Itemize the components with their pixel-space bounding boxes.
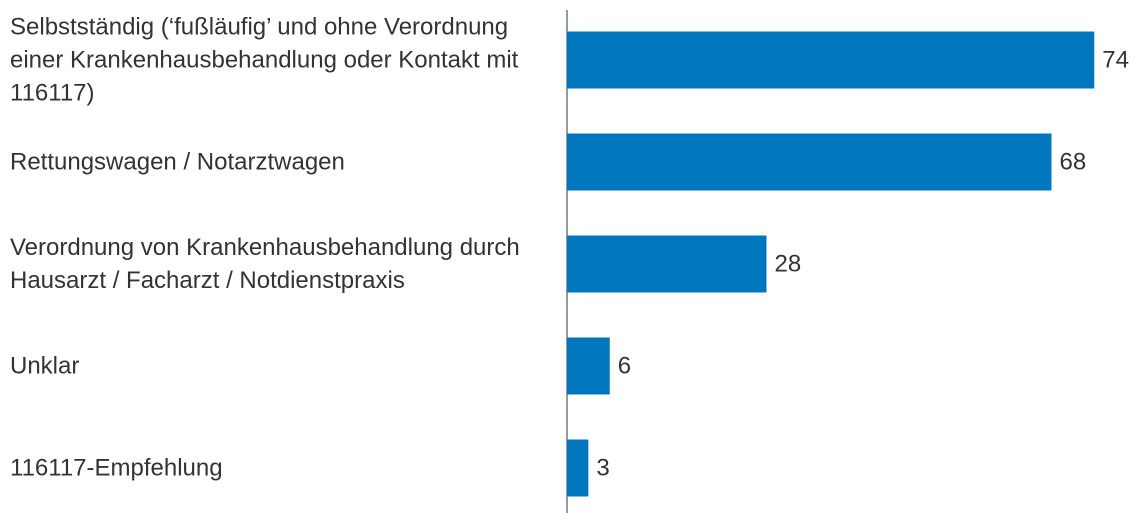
bar (567, 31, 1095, 89)
value-label: 68 (1060, 148, 1087, 175)
value-label: 3 (596, 454, 609, 481)
bar (567, 133, 1052, 191)
category-label: Unklar (10, 352, 80, 380)
bar (567, 337, 610, 395)
bar (567, 235, 767, 293)
category-label: Selbstständig (‘fußläufig’ und ohne Vero… (10, 13, 519, 107)
category-label: Rettungswagen / Notarztwagen (10, 148, 345, 176)
category-label: Verordnung von Krankenhausbehandlung dur… (10, 234, 520, 294)
category-label: 116117-Empfehlung (10, 454, 223, 482)
value-label: 74 (1102, 46, 1129, 73)
value-label: 6 (618, 352, 631, 379)
value-label: 28 (775, 250, 802, 277)
bar (567, 439, 589, 497)
